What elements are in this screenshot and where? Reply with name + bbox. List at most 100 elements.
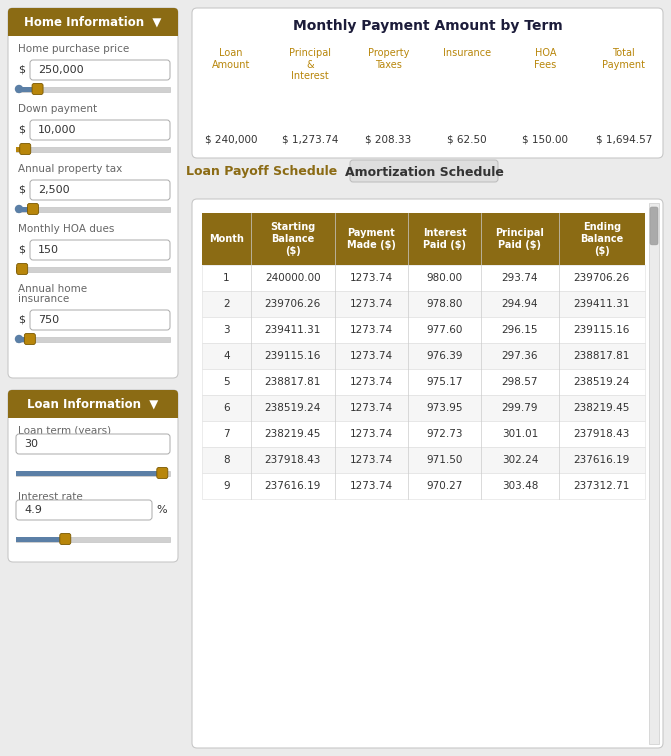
Circle shape — [15, 336, 23, 342]
Text: Ending
Balance
($): Ending Balance ($) — [580, 222, 623, 256]
Text: 977.60: 977.60 — [426, 325, 463, 335]
Text: 1273.74: 1273.74 — [350, 299, 393, 309]
Bar — [16, 147, 170, 151]
Text: 239115.16: 239115.16 — [574, 325, 630, 335]
Text: $ 1,273.74: $ 1,273.74 — [282, 135, 338, 145]
Bar — [16, 267, 22, 271]
Text: 238219.45: 238219.45 — [264, 429, 321, 439]
Text: 237616.19: 237616.19 — [574, 455, 630, 465]
Bar — [16, 86, 170, 91]
Text: 4.9: 4.9 — [24, 505, 42, 515]
Bar — [16, 336, 30, 342]
Text: 980.00: 980.00 — [427, 273, 462, 283]
Text: 296.15: 296.15 — [502, 325, 538, 335]
Text: 298.57: 298.57 — [502, 377, 538, 387]
Text: 294.94: 294.94 — [502, 299, 538, 309]
FancyBboxPatch shape — [28, 203, 38, 215]
Text: 1273.74: 1273.74 — [350, 403, 393, 413]
Text: 1273.74: 1273.74 — [350, 481, 393, 491]
FancyBboxPatch shape — [16, 500, 152, 520]
Bar — [16, 470, 162, 476]
Text: Property
Taxes: Property Taxes — [368, 48, 409, 70]
Text: Month: Month — [209, 234, 244, 244]
Text: 1273.74: 1273.74 — [350, 273, 393, 283]
Text: Principal
&
Interest: Principal & Interest — [289, 48, 331, 81]
Text: 239706.26: 239706.26 — [264, 299, 321, 309]
Text: 297.36: 297.36 — [502, 351, 538, 361]
FancyBboxPatch shape — [60, 534, 70, 544]
FancyBboxPatch shape — [8, 8, 178, 36]
FancyBboxPatch shape — [8, 390, 178, 418]
Text: 972.73: 972.73 — [426, 429, 463, 439]
Text: 9: 9 — [223, 481, 229, 491]
Text: 250,000: 250,000 — [38, 65, 84, 75]
FancyBboxPatch shape — [350, 160, 498, 182]
Bar — [16, 537, 65, 541]
Text: 976.39: 976.39 — [426, 351, 463, 361]
Text: 1273.74: 1273.74 — [350, 429, 393, 439]
Text: $ 62.50: $ 62.50 — [447, 135, 486, 145]
Text: 2,500: 2,500 — [38, 185, 70, 195]
Text: Loan Payoff Schedule: Loan Payoff Schedule — [187, 166, 338, 178]
Bar — [202, 343, 645, 369]
Text: Payment
Made ($): Payment Made ($) — [347, 228, 396, 249]
Bar — [202, 317, 645, 343]
Text: 1273.74: 1273.74 — [350, 325, 393, 335]
FancyBboxPatch shape — [16, 434, 170, 454]
Text: 299.79: 299.79 — [502, 403, 538, 413]
Text: 237918.43: 237918.43 — [574, 429, 630, 439]
FancyBboxPatch shape — [19, 144, 31, 154]
Circle shape — [15, 206, 23, 212]
Text: 1273.74: 1273.74 — [350, 351, 393, 361]
Bar — [16, 336, 170, 342]
Circle shape — [15, 85, 23, 92]
Text: 238519.24: 238519.24 — [264, 403, 321, 413]
Text: $ 208.33: $ 208.33 — [365, 135, 411, 145]
Bar — [202, 421, 645, 447]
Text: 1273.74: 1273.74 — [350, 455, 393, 465]
Text: 7: 7 — [223, 429, 229, 439]
FancyBboxPatch shape — [8, 390, 178, 562]
FancyBboxPatch shape — [17, 264, 28, 274]
Text: Annual property tax: Annual property tax — [18, 164, 122, 174]
FancyBboxPatch shape — [30, 310, 170, 330]
Text: Interest
Paid ($): Interest Paid ($) — [423, 228, 466, 249]
Bar — [8, 404, 178, 418]
Text: 237616.19: 237616.19 — [264, 481, 321, 491]
FancyBboxPatch shape — [32, 83, 43, 94]
Text: 1273.74: 1273.74 — [350, 377, 393, 387]
FancyBboxPatch shape — [192, 199, 663, 748]
Text: Principal
Paid ($): Principal Paid ($) — [495, 228, 544, 249]
Text: Interest rate: Interest rate — [18, 492, 83, 502]
Text: $ 1,694.57: $ 1,694.57 — [596, 135, 652, 145]
Bar — [16, 206, 170, 212]
Text: 237312.71: 237312.71 — [574, 481, 630, 491]
Bar — [16, 206, 33, 212]
Text: 239411.31: 239411.31 — [264, 325, 321, 335]
Text: 238519.24: 238519.24 — [574, 377, 630, 387]
Bar — [202, 447, 645, 473]
Text: 150: 150 — [38, 245, 59, 255]
FancyBboxPatch shape — [30, 120, 170, 140]
Text: Amortization Schedule: Amortization Schedule — [345, 166, 503, 178]
FancyBboxPatch shape — [157, 467, 168, 479]
Text: 240000.00: 240000.00 — [265, 273, 321, 283]
FancyBboxPatch shape — [650, 207, 658, 245]
Text: Starting
Balance
($): Starting Balance ($) — [270, 222, 315, 256]
Text: 238817.81: 238817.81 — [574, 351, 630, 361]
Bar — [16, 267, 170, 271]
Bar — [202, 265, 645, 291]
Bar — [202, 213, 645, 265]
Bar — [649, 203, 659, 744]
Text: $ 150.00: $ 150.00 — [522, 135, 568, 145]
Bar — [16, 537, 170, 541]
Text: Home purchase price: Home purchase price — [18, 44, 130, 54]
Text: Monthly Payment Amount by Term: Monthly Payment Amount by Term — [293, 19, 562, 33]
Text: 293.74: 293.74 — [502, 273, 538, 283]
Text: Loan term (years): Loan term (years) — [18, 426, 111, 436]
Text: 1: 1 — [223, 273, 229, 283]
Bar — [202, 395, 645, 421]
Text: Loan
Amount: Loan Amount — [212, 48, 250, 70]
Text: 978.80: 978.80 — [426, 299, 463, 309]
Text: 975.17: 975.17 — [426, 377, 463, 387]
